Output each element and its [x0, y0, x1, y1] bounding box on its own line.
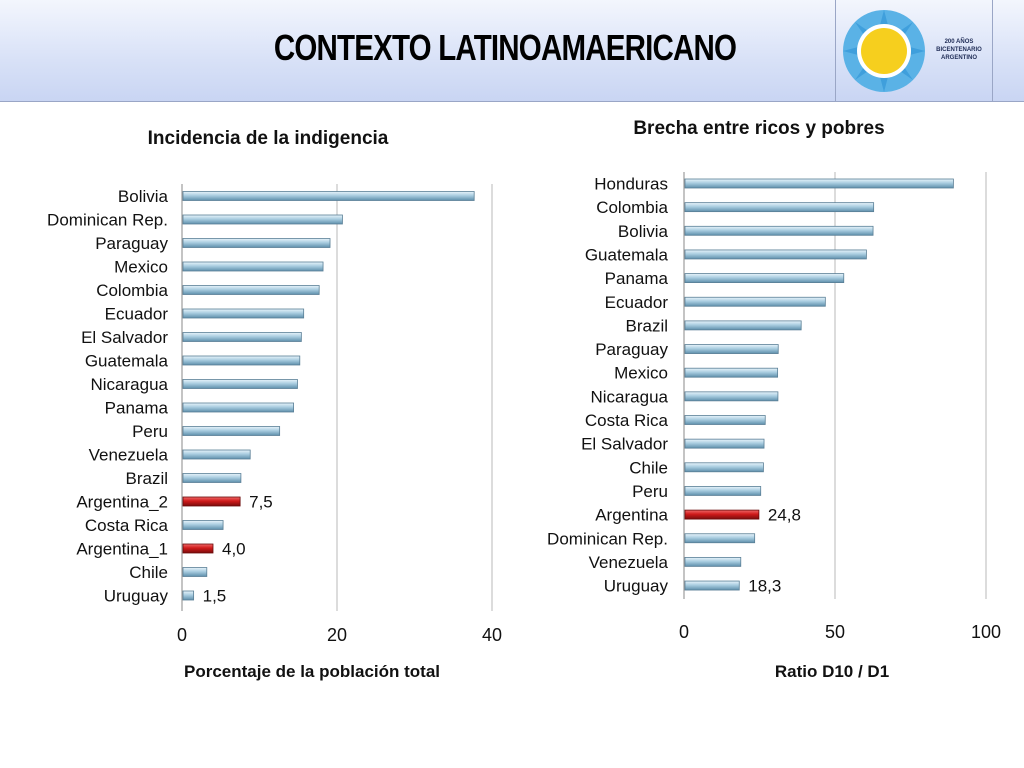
brecha-category-label: Panama	[605, 269, 669, 288]
logo-line: ARGENTINO	[941, 55, 977, 61]
brecha-bar	[684, 225, 874, 236]
indigencia-bar	[182, 238, 331, 248]
brecha-data-label: 18,3	[748, 577, 781, 596]
brecha-bar	[684, 391, 779, 402]
indigencia-category-label: Peru	[132, 422, 168, 441]
bicentenario-sun-logo-icon	[843, 10, 925, 92]
brecha-bar	[684, 415, 766, 425]
brecha-bar	[684, 533, 756, 544]
brecha-x-tick-label: 0	[679, 622, 689, 642]
brecha-category-label: Mexico	[614, 364, 668, 383]
brecha-bar	[684, 580, 740, 591]
indigencia-category-label: Mexico	[114, 258, 168, 277]
brecha-x-tick-label: 100	[971, 622, 1001, 642]
indigencia-category-label: Panama	[105, 399, 169, 418]
indigencia-data-label: 4,0	[222, 540, 246, 559]
charts-area: Incidencia de la indigencia 0 20 40 Bolivia D…	[47, 118, 1001, 681]
brecha-bar	[684, 273, 845, 284]
brecha-bar	[684, 462, 764, 473]
brecha-bar	[684, 556, 742, 567]
indigencia-category-label: El Salvador	[81, 328, 168, 347]
indigencia-bar	[182, 261, 324, 272]
brecha-category-label: Argentina	[595, 506, 668, 525]
brecha-chart-title: Brecha entre ricos y pobres	[633, 118, 884, 139]
indigencia-x-tick-label: 0	[177, 625, 187, 645]
brecha-bar	[684, 486, 762, 496]
brecha-category-label: Colombia	[596, 198, 668, 217]
brecha-category-label: Dominican Rep.	[547, 529, 668, 548]
brecha-bar	[684, 178, 954, 189]
indigencia-category-label: Venezuela	[89, 446, 169, 465]
indigencia-data-label: 1,5	[203, 587, 227, 606]
indigencia-bar	[182, 191, 475, 201]
logo-line: BICENTENARIO	[936, 47, 982, 53]
indigencia-bar	[182, 402, 294, 413]
indigencia-bar	[182, 332, 302, 342]
brecha-x-axis-title: Ratio D10 / D1	[775, 662, 889, 681]
indigencia-x-tick-label: 40	[482, 625, 502, 645]
brecha-category-label: Nicaragua	[591, 387, 669, 406]
indigencia-bar	[182, 543, 214, 554]
brecha-category-label: Bolivia	[618, 222, 669, 241]
indigencia-category-label: Nicaragua	[91, 375, 169, 394]
logo-caption: 200 AÑOS BICENTENARIO ARGENTINO	[930, 38, 988, 62]
indigencia-x-tick-label: 20	[327, 625, 347, 645]
indigencia-category-label: Guatemala	[85, 352, 169, 371]
indigencia-category-label: Costa Rica	[85, 516, 169, 535]
brecha-category-label: Honduras	[594, 175, 668, 194]
brecha-category-label: Peru	[632, 482, 668, 501]
logo-line: 200 AÑOS	[944, 39, 974, 45]
header-divider	[835, 0, 836, 101]
indigencia-category-label: Argentina_1	[76, 540, 168, 559]
header-divider	[992, 0, 993, 101]
indigencia-category-label: Argentina_2	[76, 493, 168, 512]
indigencia-bar	[182, 379, 298, 389]
indigencia-bar	[182, 214, 343, 225]
brecha-category-label: Uruguay	[604, 577, 669, 596]
brecha-category-label: Chile	[629, 458, 668, 477]
indigencia-bar	[182, 590, 195, 601]
indigencia-bar	[182, 355, 301, 366]
indigencia-bar	[182, 520, 224, 530]
brecha-bar	[684, 296, 826, 307]
slide-header: CONTEXTO LATINOAMAERICANO 200 AÑOS BICEN…	[0, 0, 1024, 102]
indigencia-data-label: 7,5	[249, 493, 273, 512]
indigencia-bar	[182, 449, 251, 460]
indigencia-category-label: Dominican Rep.	[47, 211, 168, 230]
brecha-bar	[684, 509, 760, 520]
indigencia-chart-title: Incidencia de la indigencia	[148, 128, 389, 149]
slide-title: CONTEXTO LATINOAMAERICANO	[273, 27, 737, 68]
brecha-category-label: Paraguay	[595, 340, 668, 359]
indigencia-category-label: Chile	[129, 563, 168, 582]
brecha-bar	[684, 320, 802, 331]
brecha-bar	[684, 438, 765, 449]
indigencia-category-label: Uruguay	[104, 587, 169, 606]
indigencia-category-label: Brazil	[125, 469, 168, 488]
indigencia-category-label: Bolivia	[118, 187, 169, 206]
indigencia-bar	[182, 426, 281, 436]
indigencia-bar	[182, 567, 208, 577]
brecha-bar	[684, 367, 779, 378]
indigencia-category-label: Colombia	[96, 281, 168, 300]
indigencia-bar	[182, 496, 241, 507]
brecha-category-label: Costa Rica	[585, 411, 669, 430]
indigencia-bar	[182, 285, 320, 295]
indigencia-x-axis-title: Porcentaje de la población total	[184, 662, 440, 681]
indigencia-bar	[182, 473, 242, 483]
brecha-category-label: El Salvador	[581, 435, 668, 454]
brecha-category-label: Ecuador	[605, 293, 669, 312]
brecha-bar	[684, 202, 875, 213]
brecha-bar	[684, 344, 779, 354]
indigencia-category-label: Paraguay	[95, 234, 168, 253]
indigencia-category-label: Ecuador	[105, 305, 169, 324]
brecha-data-label: 24,8	[768, 506, 801, 525]
brecha-x-tick-label: 50	[825, 622, 845, 642]
indigencia-bar	[182, 308, 305, 319]
brecha-category-label: Venezuela	[589, 553, 669, 572]
brecha-category-label: Brazil	[625, 316, 668, 335]
brecha-category-label: Guatemala	[585, 245, 669, 264]
brecha-bar	[684, 249, 867, 260]
